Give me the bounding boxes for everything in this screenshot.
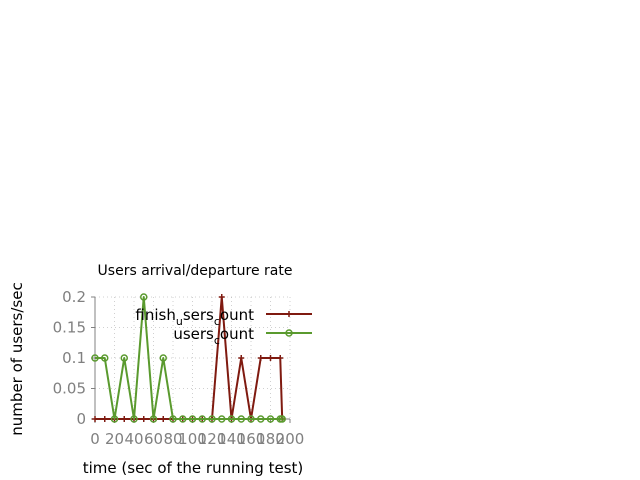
data-point-users-count-14 <box>227 415 236 423</box>
x-axis-label: time (sec of the running test) <box>83 459 304 477</box>
data-point-finish-users-count-0 <box>92 416 98 422</box>
legend: finishuserscount userscount <box>135 306 312 347</box>
data-point-users-count-13 <box>218 415 226 423</box>
data-point-users-count-10 <box>188 415 197 423</box>
legend-samples <box>266 311 312 337</box>
y-tick-label-3: 0.15 <box>53 319 86 337</box>
data-point-users-count-3 <box>120 354 128 362</box>
data-point-users-count-17 <box>257 415 265 423</box>
x-tick-label-10: 200 <box>276 430 305 448</box>
data-point-users-count-9 <box>179 415 187 423</box>
x-tick-label-2: 40 <box>124 430 143 448</box>
data-point-users-count-18 <box>266 415 275 423</box>
x-tick-label-5: 100 <box>178 430 207 448</box>
y-tick-label-2: 0.1 <box>62 349 86 367</box>
data-point-finish-users-count-17 <box>257 355 264 361</box>
data-point-users-count-2 <box>110 415 119 423</box>
data-point-users-count-20 <box>278 415 286 423</box>
data-point-users-count-1 <box>101 354 109 362</box>
x-tick-label-8: 160 <box>237 430 266 448</box>
data-point-users-count-16 <box>247 415 255 423</box>
x-tick-label-4: 80 <box>163 430 182 448</box>
legend-label-users-count: userscount <box>173 325 254 347</box>
x-tick-label-9: 180 <box>256 430 285 448</box>
data-point-users-count-6 <box>149 415 158 423</box>
data-point-finish-users-count-13 <box>218 294 225 300</box>
data-point-users-count-7 <box>159 354 167 362</box>
legend-marker-users-count <box>285 329 293 337</box>
data-point-finish-users-count-7 <box>160 416 167 422</box>
data-point-finish-users-count-19 <box>277 355 284 361</box>
data-point-users-count-11 <box>198 415 206 423</box>
data-point-finish-users-count-3 <box>121 416 128 422</box>
data-point-users-count-4 <box>130 415 138 423</box>
ticks: 0 0.05 0.1 0.15 0.2 0 20 40 60 801001201401601802… <box>53 288 305 448</box>
x-tick-label-1: 20 <box>105 430 124 448</box>
y-axis-label: number of users/sec <box>8 282 26 435</box>
data-point-finish-users-count-5 <box>140 416 147 422</box>
data-point-users-count-8 <box>169 415 177 423</box>
data-point-finish-users-count-18 <box>267 355 274 361</box>
series-layer <box>91 293 286 423</box>
data-point-users-count-12 <box>208 415 216 423</box>
x-tick-label-6: 120 <box>198 430 227 448</box>
legend-marker-finish-users-count <box>286 311 292 317</box>
chart-title: Users arrival/departure rate <box>98 263 293 279</box>
x-tick-label-7: 140 <box>217 430 246 448</box>
y-tick-label-4: 0.2 <box>62 288 86 306</box>
y-tick-label-0: 0 <box>76 410 86 428</box>
x-tick-label-3: 60 <box>144 430 163 448</box>
data-point-users-count-15 <box>237 415 245 423</box>
data-point-finish-users-count-15 <box>238 355 245 361</box>
data-point-users-count-5 <box>140 293 148 301</box>
data-point-users-count-0 <box>91 354 99 362</box>
legend-label-finish-users-count: finishuserscount <box>135 306 254 328</box>
data-point-finish-users-count-1 <box>101 416 108 422</box>
x-tick-label-0: 0 <box>90 430 100 448</box>
series-users-count <box>91 293 286 423</box>
y-tick-label-1: 0.05 <box>53 380 86 398</box>
